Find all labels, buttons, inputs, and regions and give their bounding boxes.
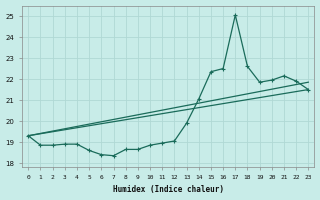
X-axis label: Humidex (Indice chaleur): Humidex (Indice chaleur) [113,185,224,194]
